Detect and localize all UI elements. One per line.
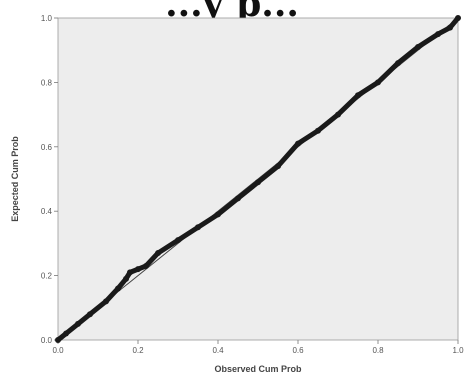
x-tick-label: 1.0 — [452, 346, 464, 355]
data-point — [127, 269, 133, 276]
axes: 0.0 0.2 0.4 0.6 0.8 1.0 0.0 0.2 0.4 0.6 0.8 1.0 — [41, 14, 464, 355]
data-point — [175, 237, 181, 244]
data-point — [315, 127, 321, 134]
data-point — [375, 79, 381, 86]
series-group — [55, 15, 461, 343]
data-point — [75, 320, 81, 327]
data-point — [215, 211, 221, 218]
x-axis-title: Observed Cum Prob — [214, 364, 302, 374]
data-point — [335, 111, 341, 118]
data-point — [135, 266, 141, 273]
y-tick-label: 0.2 — [41, 272, 53, 281]
y-axis-title: Expected Cum Prob — [10, 136, 20, 222]
y-tick-label: 0.4 — [41, 207, 53, 216]
x-tick-label: 0.4 — [212, 346, 224, 355]
data-point — [395, 60, 401, 67]
data-point — [447, 24, 453, 31]
data-point — [275, 163, 281, 170]
data-point — [87, 311, 93, 318]
data-point — [143, 262, 149, 269]
data-point — [235, 195, 241, 202]
x-tick-label: 0.6 — [292, 346, 304, 355]
x-tick-label: 0.0 — [52, 346, 64, 355]
data-point — [55, 337, 61, 343]
data-point — [103, 298, 109, 305]
data-point — [435, 31, 441, 38]
data-point — [115, 285, 121, 292]
data-point — [295, 140, 301, 147]
data-point — [255, 179, 261, 186]
data-point — [415, 43, 421, 50]
y-tick-label: 0.6 — [41, 143, 53, 152]
y-tick-label: 0.0 — [41, 336, 53, 345]
data-point — [123, 275, 129, 282]
data-point — [455, 15, 461, 21]
data-point — [195, 224, 201, 231]
data-point — [355, 92, 361, 99]
data-point — [63, 330, 69, 337]
data-point — [155, 250, 161, 257]
x-tick-label: 0.8 — [372, 346, 384, 355]
y-tick-label: 0.8 — [41, 78, 53, 87]
y-tick-label: 1.0 — [41, 14, 53, 23]
x-tick-label: 0.2 — [132, 346, 144, 355]
